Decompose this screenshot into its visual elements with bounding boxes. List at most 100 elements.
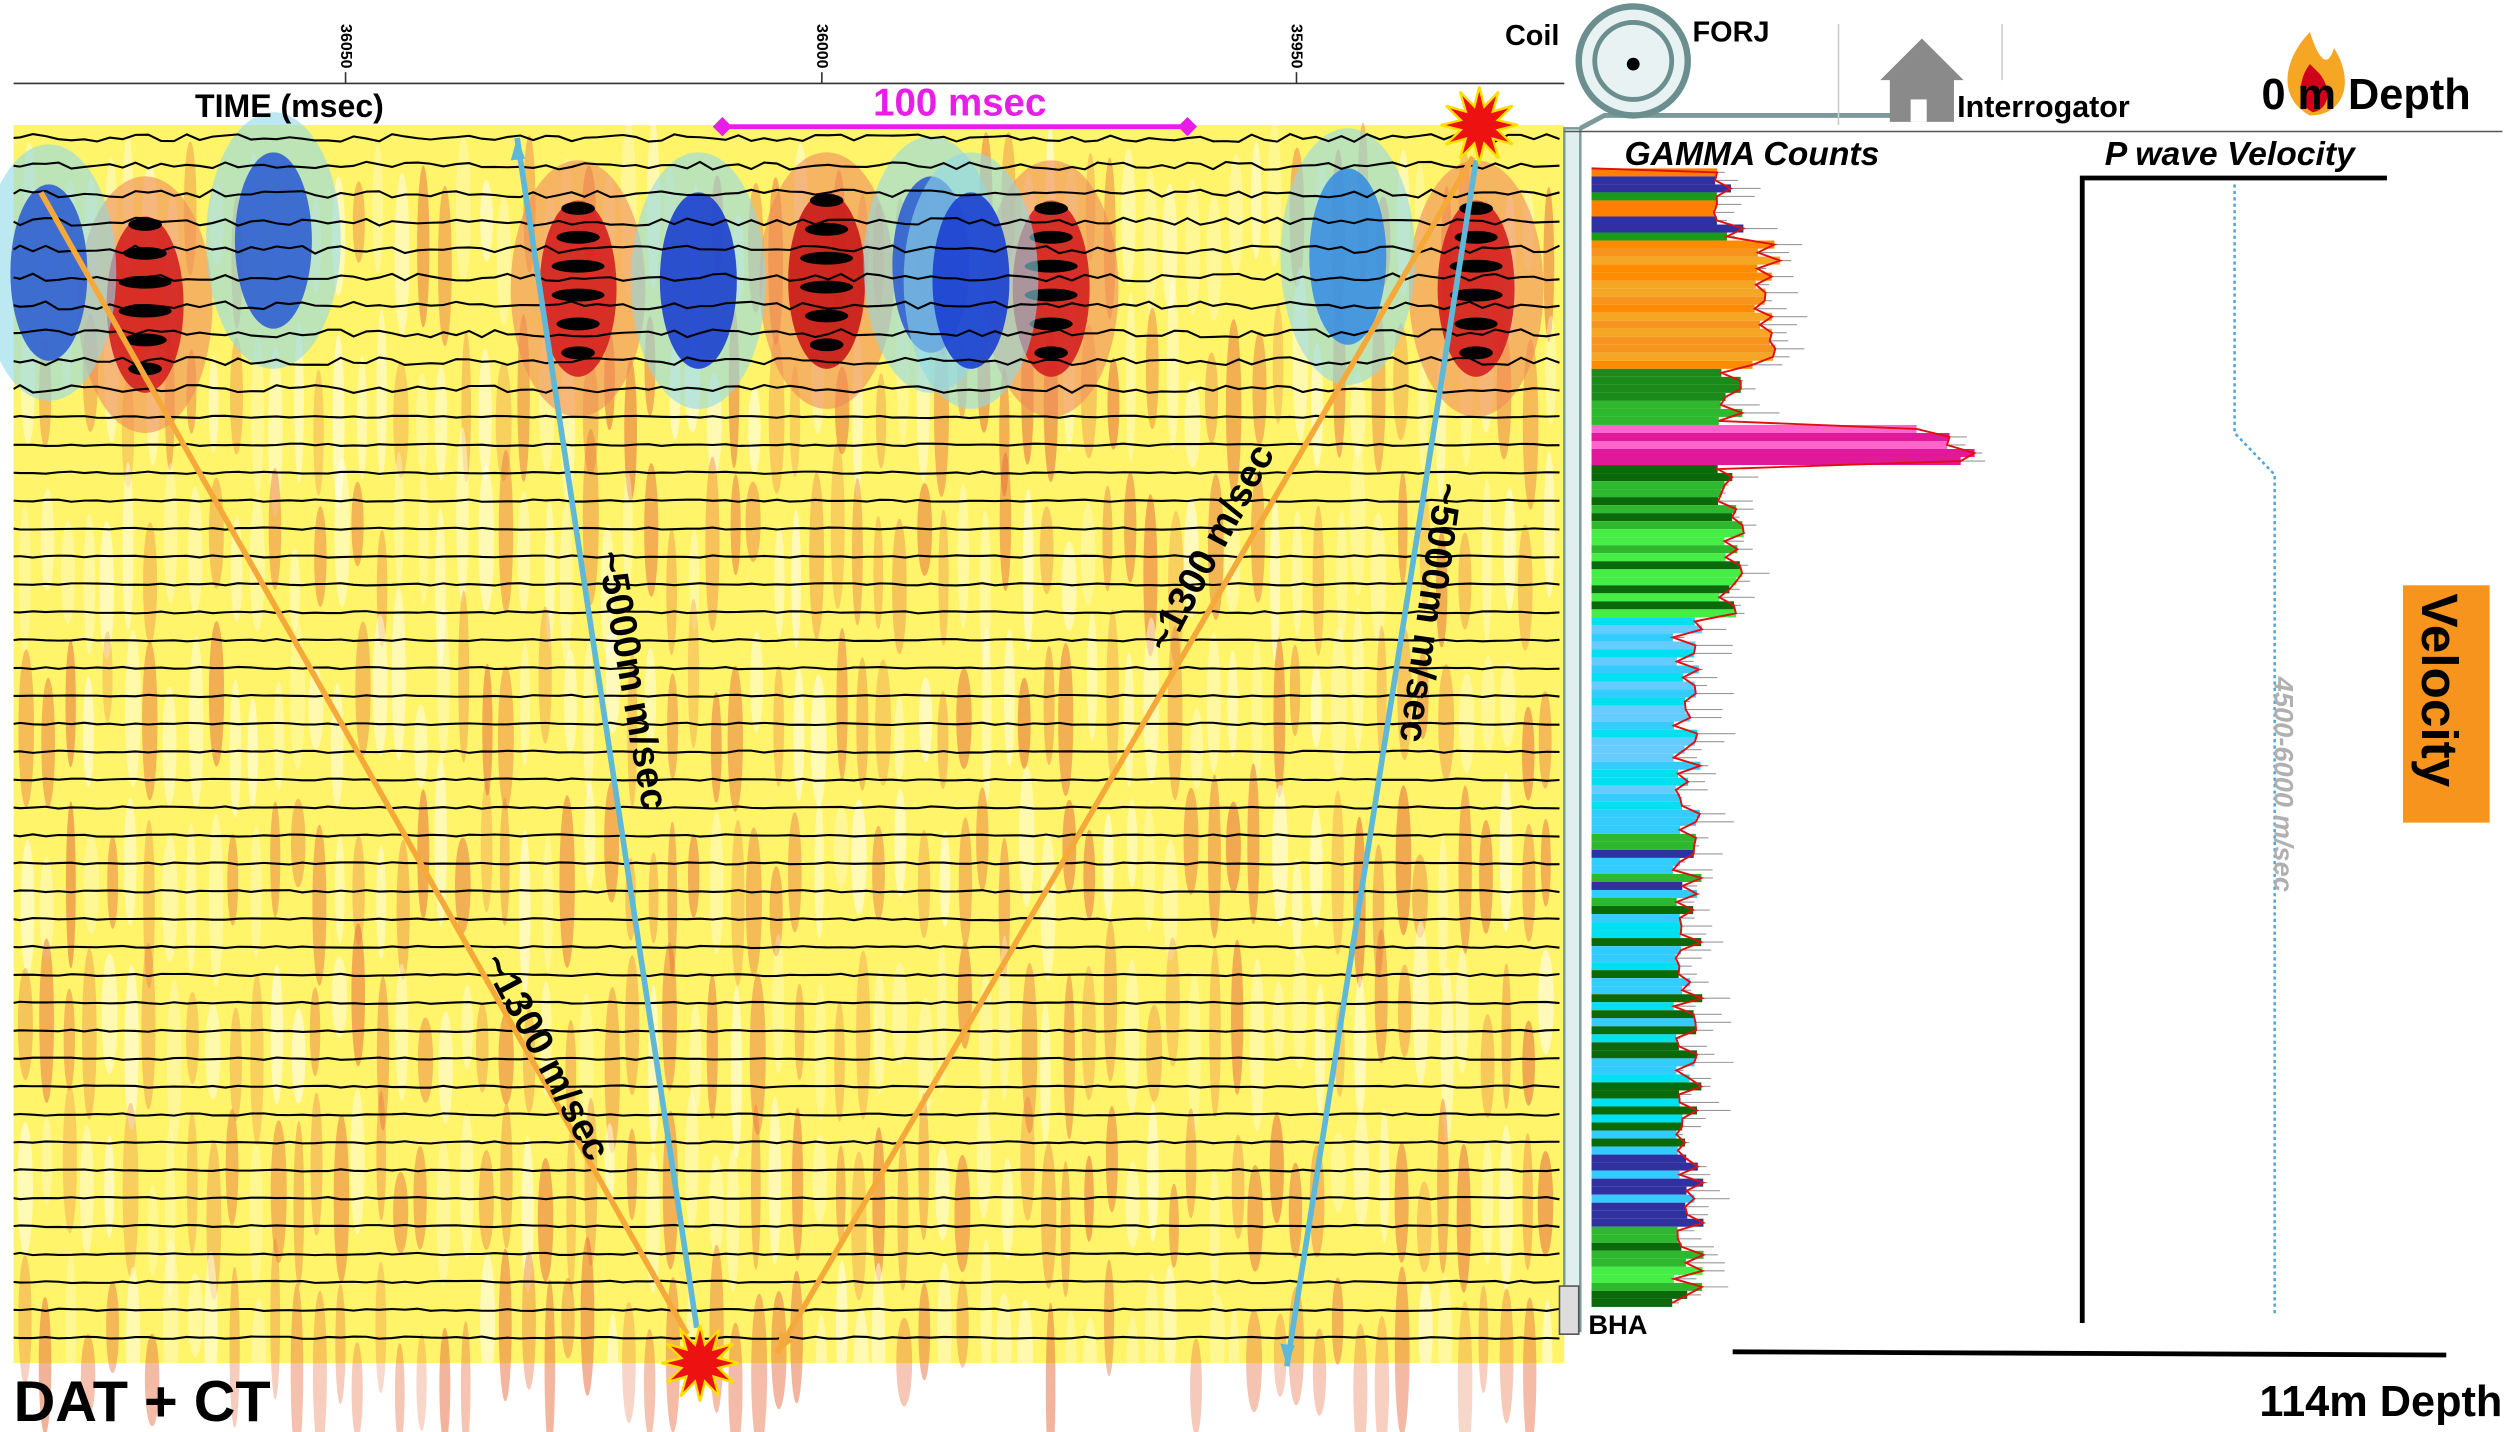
stripe — [101, 953, 118, 1075]
stripe — [1292, 946, 1307, 1070]
stripe — [918, 1093, 930, 1240]
stripe — [1314, 983, 1326, 1115]
stripe — [312, 824, 327, 986]
stripe — [856, 950, 871, 1120]
stripe — [836, 1260, 848, 1393]
stripe — [745, 827, 762, 977]
stripe — [460, 1110, 474, 1259]
stripe — [1142, 803, 1156, 932]
stripe — [604, 987, 621, 1153]
stripe — [40, 488, 55, 592]
stripe — [579, 992, 594, 1138]
stripe — [289, 547, 301, 632]
stripe — [104, 1135, 115, 1238]
stripe — [1458, 785, 1472, 954]
stripe — [106, 1281, 120, 1374]
peak — [804, 309, 849, 323]
gamma-band — [1591, 248, 1758, 257]
gamma-band — [1591, 1026, 1697, 1035]
stripe — [769, 866, 783, 957]
stripe — [1522, 1020, 1535, 1106]
stripe — [1267, 122, 1282, 267]
gamma-band — [1591, 320, 1760, 329]
gamma-band — [1591, 521, 1743, 530]
stripe — [731, 986, 743, 1160]
stripe — [1501, 963, 1512, 1110]
stripe — [1102, 485, 1113, 592]
stripe — [230, 337, 243, 455]
velocity-tag: Velocity — [2411, 593, 2468, 787]
gamma-band — [1591, 1082, 1702, 1091]
stripe — [768, 1097, 782, 1265]
gamma-band — [1591, 176, 1716, 185]
traces — [13, 132, 1560, 1340]
gamma-band — [1591, 873, 1702, 882]
gamma-band — [1591, 609, 1736, 618]
gamma-band — [1591, 777, 1689, 786]
source-burst — [661, 1324, 739, 1402]
stripe — [1208, 774, 1221, 939]
stripe — [1021, 962, 1038, 1134]
stripe — [1481, 478, 1492, 644]
velocity-track-frame — [2079, 175, 2387, 1323]
stripe — [458, 590, 470, 763]
trace — [13, 526, 1560, 531]
velocity-curve — [2233, 184, 2276, 1315]
stripe — [1103, 813, 1114, 920]
stripe — [684, 1091, 699, 1233]
trace — [13, 972, 1560, 978]
gamma-band — [1591, 1234, 1678, 1243]
gamma-band — [1591, 280, 1756, 289]
stripe — [1124, 959, 1140, 1114]
stripe — [1310, 664, 1323, 748]
gamma-band — [1591, 801, 1683, 810]
stripe — [204, 1251, 218, 1410]
peak — [561, 346, 595, 360]
stripe — [65, 639, 76, 768]
stripe — [956, 667, 972, 770]
velocity-arrows — [38, 137, 1479, 1367]
trace — [13, 944, 1560, 950]
arrow — [514, 137, 700, 1329]
stripe — [709, 811, 724, 955]
stripe — [1061, 541, 1077, 631]
gamma-band — [1591, 617, 1695, 626]
stripe — [1440, 967, 1454, 1143]
stripe — [1184, 380, 1201, 469]
stripe — [122, 1102, 139, 1277]
stripe — [896, 1317, 913, 1407]
gamma-band — [1591, 865, 1673, 874]
stripe — [708, 1155, 724, 1257]
gamma-band — [1591, 240, 1775, 249]
stripe — [836, 627, 848, 780]
gamma-band — [1591, 224, 1744, 233]
stripe — [126, 1266, 141, 1419]
interrogator-label: Interrogator — [1957, 90, 2130, 124]
stripe — [435, 508, 446, 671]
stripe — [1125, 1161, 1140, 1248]
source-burst — [1440, 86, 1519, 164]
gamma-band — [1591, 440, 1948, 450]
stripe — [1124, 652, 1134, 787]
stripe — [186, 1112, 198, 1254]
stripe — [667, 821, 678, 976]
gamma-band — [1591, 1170, 1680, 1179]
trace — [13, 188, 1560, 199]
stripe — [167, 979, 182, 1148]
stripe — [499, 797, 510, 926]
peak — [809, 338, 844, 352]
stripe — [1419, 492, 1431, 611]
stripe — [1288, 1162, 1303, 1258]
stripe — [1272, 305, 1284, 424]
stripe — [604, 1123, 615, 1205]
stripe — [1126, 1314, 1139, 1432]
gamma-band — [1591, 537, 1725, 546]
stripe — [727, 665, 743, 812]
stripe — [227, 833, 239, 926]
stripe — [996, 1292, 1012, 1393]
gamma-band — [1591, 168, 1718, 177]
stripe — [376, 529, 388, 648]
stripe — [522, 1250, 536, 1390]
stripe — [225, 1108, 239, 1226]
stripe — [1393, 323, 1409, 441]
